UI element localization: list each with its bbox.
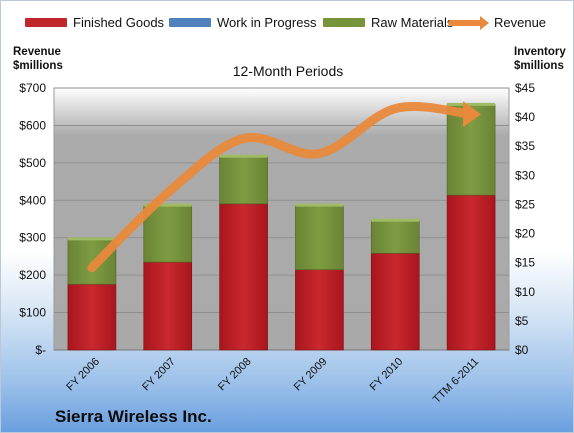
legend-label-work-in-progress: Work in Progress	[217, 15, 317, 30]
x-tick-label: FY 2007	[140, 356, 178, 394]
left-tick-label: $300	[19, 231, 46, 245]
bar-finished-goods	[446, 194, 496, 351]
left-tick-label: $500	[19, 156, 46, 170]
legend-swatch-finished-goods	[25, 18, 67, 27]
x-tick-label: FY 2008	[216, 356, 254, 394]
bar-finished-goods	[295, 269, 344, 351]
bar-raw-materials	[143, 205, 193, 263]
bar-raw-materials-top	[67, 237, 116, 241]
x-tick-label: FY 2009	[292, 356, 330, 394]
bar-raw-materials	[219, 156, 268, 205]
bar-finished-goods	[143, 261, 193, 351]
right-tick-label: $45	[515, 81, 535, 95]
right-tick-label: $5	[515, 314, 529, 328]
right-tick-label: $40	[515, 110, 535, 124]
left-tick-label: $-	[35, 343, 46, 357]
legend-item-finished-goods: Finished Goods	[25, 15, 164, 30]
bar-raw-materials-top	[143, 203, 192, 207]
left-tick-label: $100	[19, 306, 46, 320]
company-name: Sierra Wireless Inc.	[55, 407, 212, 426]
left-tick-label: $200	[19, 268, 46, 282]
legend-swatch-work-in-progress	[169, 18, 211, 27]
left-axis-title: Revenue $millions	[13, 45, 63, 73]
right-axis-title-line2: $millions	[514, 60, 564, 72]
x-tick-label: FY 2010	[368, 356, 406, 394]
chart-title: 12-Month Periods	[232, 63, 344, 79]
legend: Finished Goods Work in Progress Raw Mate…	[1, 15, 573, 35]
bar-raw-materials-top	[447, 102, 496, 106]
legend-item-revenue: Revenue	[448, 15, 546, 30]
right-tick-label: $25	[515, 197, 535, 211]
bar-raw-materials-top	[371, 218, 420, 222]
bar-raw-materials	[370, 220, 420, 254]
left-tick-label: $600	[19, 118, 46, 132]
legend-item-work-in-progress: Work in Progress	[169, 15, 316, 30]
left-tick-label: $700	[19, 81, 46, 95]
x-tick-label: TTM 6-2011	[431, 356, 481, 406]
bar-raw-materials	[295, 205, 344, 270]
legend-swatch-revenue	[448, 15, 489, 30]
legend-item-raw-materials: Raw Materials	[323, 15, 453, 30]
legend-label-raw-materials: Raw Materials	[371, 15, 454, 30]
right-tick-label: $30	[515, 168, 535, 182]
legend-label-revenue: Revenue	[494, 15, 547, 30]
right-tick-label: $20	[515, 227, 535, 241]
bar-raw-materials-top	[295, 203, 344, 207]
bar-finished-goods	[67, 283, 117, 351]
revenue-line-arrowhead	[463, 101, 482, 128]
legend-label-finished-goods: Finished Goods	[73, 15, 165, 30]
bar-raw-materials-top	[219, 154, 268, 158]
left-axis-title-line1: Revenue	[13, 46, 61, 58]
right-tick-label: $15	[515, 256, 535, 270]
right-tick-label: $0	[515, 343, 529, 357]
right-tick-label: $10	[515, 285, 535, 299]
right-axis-title-line1: Inventory	[514, 46, 566, 58]
bar-finished-goods	[219, 203, 268, 351]
plot-background	[53, 87, 510, 351]
left-tick-label: $400	[19, 193, 46, 207]
legend-swatch-raw-materials	[323, 18, 365, 27]
right-tick-label: $35	[515, 139, 535, 153]
right-axis-title: Inventory $millions	[514, 45, 566, 73]
x-tick-label: FY 2006	[64, 356, 102, 394]
bar-finished-goods	[370, 253, 420, 351]
left-axis-title-line2: $millions	[13, 60, 63, 72]
